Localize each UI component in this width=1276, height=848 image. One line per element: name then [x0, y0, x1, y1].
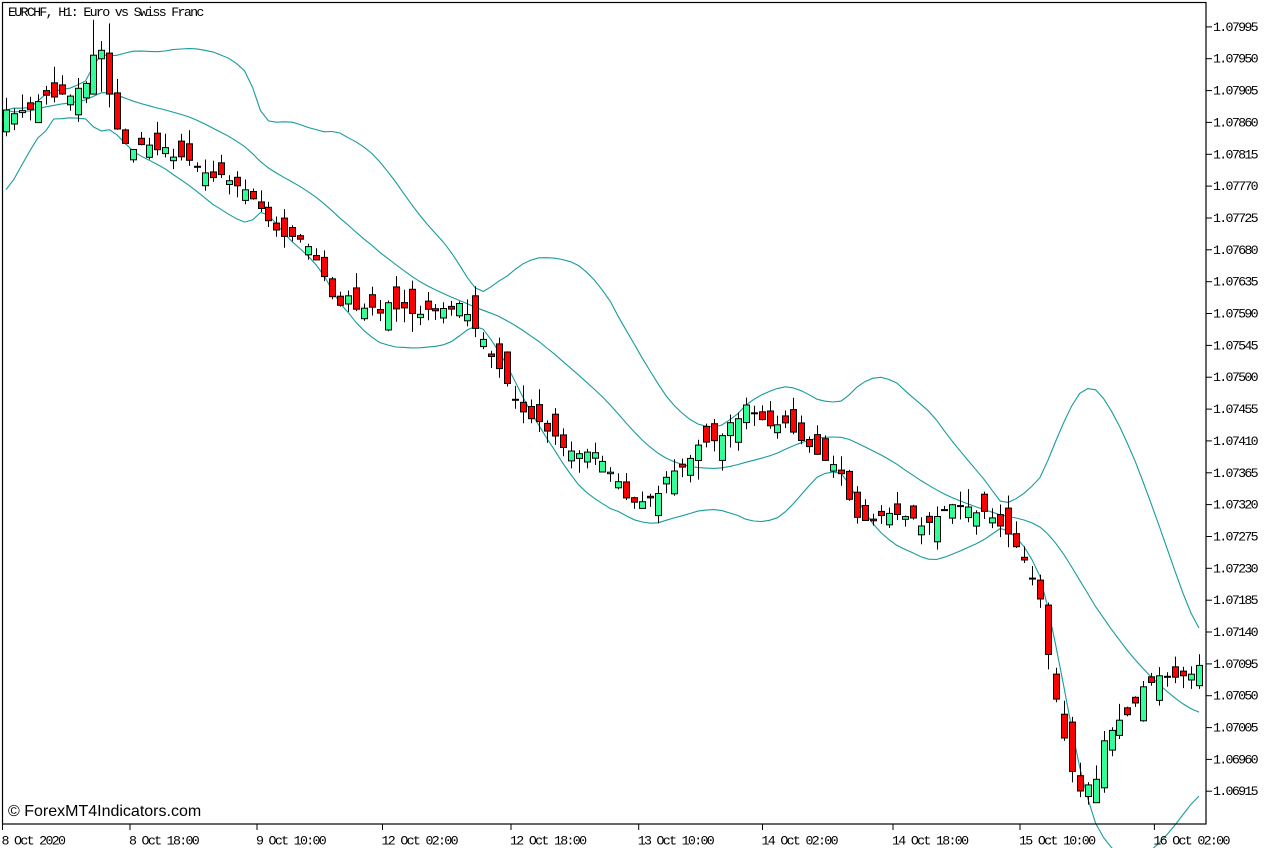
svg-text:1.07725: 1.07725: [1213, 211, 1259, 226]
svg-text:1.07455: 1.07455: [1213, 402, 1259, 417]
svg-text:1.07815: 1.07815: [1213, 147, 1259, 162]
svg-text:1.07275: 1.07275: [1213, 530, 1259, 545]
svg-text:15 Oct 10:00: 15 Oct 10:00: [1019, 834, 1096, 848]
svg-text:1.06915: 1.06915: [1213, 784, 1259, 799]
svg-text:1.07590: 1.07590: [1213, 307, 1259, 322]
svg-text:8 Oct 2020: 8 Oct 2020: [2, 834, 67, 848]
svg-text:8 Oct 18:00: 8 Oct 18:00: [129, 834, 200, 848]
svg-text:1.07095: 1.07095: [1213, 657, 1259, 672]
svg-text:12 Oct 18:00: 12 Oct 18:00: [510, 834, 587, 848]
svg-text:9 Oct 10:00: 9 Oct 10:00: [256, 834, 327, 848]
svg-text:12 Oct 02:00: 12 Oct 02:00: [382, 834, 459, 848]
svg-text:16 Oct 02:00: 16 Oct 02:00: [1153, 834, 1230, 848]
svg-text:EURCHF, H1: Euro vs Swiss Fra: EURCHF, H1: Euro vs Swiss Franc: [8, 5, 204, 20]
svg-text:1.07050: 1.07050: [1213, 689, 1259, 704]
svg-text:1.07230: 1.07230: [1213, 561, 1259, 576]
svg-text:1.07545: 1.07545: [1213, 338, 1259, 353]
svg-text:1.07500: 1.07500: [1213, 370, 1259, 385]
svg-text:1.07320: 1.07320: [1213, 498, 1259, 513]
svg-text:1.07365: 1.07365: [1213, 466, 1259, 481]
svg-text:1.07005: 1.07005: [1213, 721, 1259, 736]
svg-text:© ForexMT4Indicators.com: © ForexMT4Indicators.com: [8, 803, 201, 820]
svg-text:1.07635: 1.07635: [1213, 275, 1259, 290]
svg-text:1.07770: 1.07770: [1213, 179, 1259, 194]
svg-text:1.07995: 1.07995: [1213, 20, 1259, 35]
svg-text:1.07860: 1.07860: [1213, 115, 1259, 130]
svg-text:1.07950: 1.07950: [1213, 52, 1259, 67]
svg-text:1.06960: 1.06960: [1213, 752, 1259, 767]
svg-text:14 Oct 18:00: 14 Oct 18:00: [892, 834, 969, 848]
svg-text:14 Oct 02:00: 14 Oct 02:00: [762, 834, 839, 848]
svg-text:1.07680: 1.07680: [1213, 243, 1259, 258]
svg-text:13 Oct 10:00: 13 Oct 10:00: [638, 834, 715, 848]
svg-text:1.07185: 1.07185: [1213, 593, 1259, 608]
svg-text:1.07140: 1.07140: [1213, 625, 1259, 640]
svg-text:1.07410: 1.07410: [1213, 434, 1259, 449]
svg-text:1.07905: 1.07905: [1213, 84, 1259, 99]
